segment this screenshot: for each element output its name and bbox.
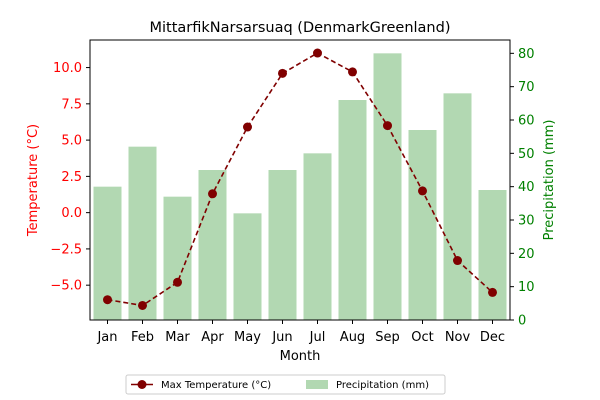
y-right-tick-label: 70 <box>518 80 535 95</box>
temperature-line <box>103 48 497 310</box>
temperature-point-dec <box>488 287 497 297</box>
precipitation-bar-aug <box>338 100 367 320</box>
precipitation-bar-feb <box>128 146 157 320</box>
y-right-tick-label: 30 <box>518 214 535 229</box>
y-axis-right: 0 10 20 30 40 50 60 70 80 <box>510 47 535 329</box>
legend-label-temperature: Max Temperature (°C) <box>161 380 271 391</box>
temperature-point-feb <box>138 300 147 310</box>
temperature-point-oct <box>418 186 427 196</box>
precipitation-bars <box>93 53 507 320</box>
temperature-point-sep <box>383 121 392 131</box>
y-right-tick-label: 40 <box>518 180 535 195</box>
precipitation-bar-jul <box>303 153 332 320</box>
y-left-tick-label: 5.0 <box>61 134 82 149</box>
legend-marker-swatch <box>137 380 147 389</box>
y-right-tick-label: 0 <box>518 314 526 329</box>
y-right-tick-label: 80 <box>518 47 535 62</box>
x-tick-label: Nov <box>445 330 471 345</box>
temperature-point-aug <box>348 67 357 77</box>
y-right-tick-label: 60 <box>518 114 535 129</box>
y-axis-right-label: Precipitation (mm) <box>542 120 557 241</box>
y-left-tick-label: 2.5 <box>61 170 82 185</box>
x-tick-label: Feb <box>131 330 154 345</box>
x-axis: Jan Feb Mar Apr May Jun Jul Aug Sep Oct Nov Dec <box>96 320 505 345</box>
precipitation-bar-oct <box>408 130 437 320</box>
temperature-point-jul <box>313 48 322 58</box>
x-tick-label: Jun <box>271 330 292 345</box>
y-left-tick-label: 10.0 <box>53 61 82 76</box>
plot-frame <box>89 39 511 321</box>
y-left-tick-label: −5.0 <box>50 279 82 294</box>
y-right-tick-label: 20 <box>518 247 535 262</box>
precipitation-bar-jun <box>268 170 297 320</box>
temperature-point-jun <box>278 68 287 78</box>
precipitation-bar-mar <box>163 196 192 320</box>
x-tick-label: Oct <box>411 330 433 345</box>
temperature-series-line <box>107 52 494 307</box>
y-left-tick-label: −2.5 <box>50 242 82 257</box>
y-right-tick-label: 10 <box>518 280 535 295</box>
chart-title: MittarfikNarsarsuaq (DenmarkGreenland) <box>149 20 450 36</box>
temperature-point-mar <box>173 277 182 287</box>
x-tick-label: Jul <box>309 330 326 345</box>
legend-bar-swatch <box>306 380 328 389</box>
x-tick-label: Aug <box>340 330 365 345</box>
temperature-point-jan <box>103 295 112 305</box>
legend-label-precipitation: Precipitation (mm) <box>336 380 429 391</box>
precipitation-bar-nov <box>443 93 472 320</box>
y-left-tick-label: 7.5 <box>61 97 82 112</box>
y-left-tick-label: 0.0 <box>61 206 82 221</box>
x-tick-label: Dec <box>480 330 505 345</box>
temperature-point-may <box>243 122 252 132</box>
legend: Max Temperature (°C) Precipitation (mm) <box>125 374 446 395</box>
y-axis-left: −5.0 −2.5 0.0 2.5 5.0 7.5 10.0 <box>50 61 90 294</box>
y-right-tick-label: 50 <box>518 147 535 162</box>
x-tick-label: May <box>234 330 261 345</box>
precipitation-bar-sep <box>373 53 402 320</box>
temperature-point-apr <box>208 189 217 199</box>
precipitation-bar-dec <box>478 190 507 320</box>
y-axis-left-label: Temperature (°C) <box>26 124 41 237</box>
x-axis-label: Month <box>280 349 321 364</box>
x-tick-label: Sep <box>375 330 400 345</box>
x-tick-label: Mar <box>165 330 190 345</box>
x-tick-label: Apr <box>201 330 224 345</box>
legend-box <box>125 374 446 395</box>
x-tick-label: Jan <box>96 330 117 345</box>
temperature-point-nov <box>453 256 462 266</box>
precipitation-bar-may <box>233 213 262 320</box>
